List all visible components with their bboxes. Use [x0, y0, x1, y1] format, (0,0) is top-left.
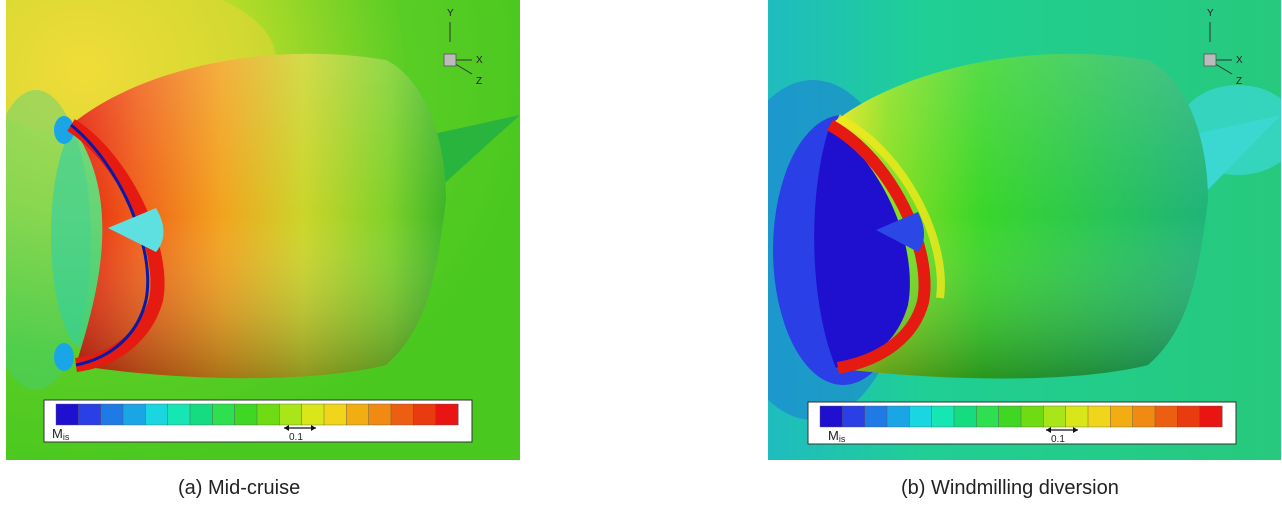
contour-plot-windmilling: Y X Z Mis 0.1: [768, 0, 1281, 460]
colorbar: Mis 0.1: [43, 399, 473, 443]
colorbar-cell: [1043, 405, 1067, 428]
colorbar-cell: [78, 403, 102, 426]
axes-triad: Y X Z: [443, 8, 483, 87]
scale-label: 0.1: [289, 432, 303, 443]
colorbar-cell: [976, 405, 1000, 428]
colorbar-label: Mis: [52, 426, 70, 442]
colorbar: Mis 0.1: [807, 401, 1237, 445]
axis-y-label: Y: [1207, 8, 1214, 19]
colorbar-cell: [346, 403, 370, 426]
panel-windmilling-diversion: Y X Z Mis 0.1: [768, 0, 1281, 460]
axis-z-label: Z: [476, 76, 482, 87]
colorbar-label: Mis: [828, 428, 846, 444]
caption-b: (b) Windmilling diversion: [901, 477, 1119, 499]
colorbar-cell: [301, 403, 325, 426]
axis-y-label: Y: [447, 8, 454, 19]
colorbar-cell: [886, 405, 910, 428]
contour-plot-mid-cruise: Y X Z Mis 0.1: [6, 0, 520, 460]
colorbar-cell: [1132, 405, 1156, 428]
axis-z-label: Z: [1236, 76, 1242, 87]
spinner: [876, 212, 924, 252]
colorbar-cell: [1087, 405, 1111, 428]
axis-x-label: X: [476, 55, 483, 66]
colorbar-cell: [145, 403, 169, 426]
scale-arrow: 0.1: [1046, 427, 1078, 445]
colorbar-cell: [413, 403, 437, 426]
colorbar-cell: [864, 405, 888, 428]
colorbar-cell: [189, 403, 213, 426]
lip-stagnation-bottom: [54, 343, 74, 371]
axis-x-label: X: [1236, 55, 1243, 66]
colorbar-cell: [931, 405, 955, 428]
axes-triad: Y X Z: [1203, 8, 1243, 87]
lip-stagnation-top: [54, 116, 74, 144]
colorbar-cells: [55, 403, 459, 426]
colorbar-cell: [390, 403, 414, 426]
colorbar-cell: [323, 403, 347, 426]
colorbar-cell: [55, 403, 79, 426]
scale-arrow: 0.1: [284, 425, 316, 443]
colorbar-cell: [1199, 405, 1223, 428]
colorbar-cell: [953, 405, 977, 428]
colorbar-cell: [1020, 405, 1044, 428]
colorbar-cell: [435, 403, 459, 426]
colorbar-cell: [998, 405, 1022, 428]
colorbar-cell: [212, 403, 236, 426]
colorbar-cell: [1154, 405, 1178, 428]
intake-lip: [67, 119, 165, 372]
spinner: [108, 208, 164, 252]
colorbar-cell: [1177, 405, 1201, 428]
colorbar-cell: [842, 405, 866, 428]
colorbar-cell: [368, 403, 392, 426]
colorbar-cell: [279, 403, 303, 426]
panel-mid-cruise: Y X Z Mis 0.1: [6, 0, 520, 460]
caption-a: (a) Mid-cruise: [178, 477, 301, 499]
colorbar-cell: [909, 405, 933, 428]
colorbar-cell: [234, 403, 258, 426]
colorbar-cells: [819, 405, 1223, 428]
intake-lip: [826, 119, 931, 374]
colorbar-cell: [100, 403, 124, 426]
colorbar-cell: [122, 403, 146, 426]
scale-label: 0.1: [1051, 434, 1065, 445]
colorbar-cell: [819, 405, 843, 428]
colorbar-cell: [167, 403, 191, 426]
colorbar-cell: [1065, 405, 1089, 428]
colorbar-cell: [1110, 405, 1134, 428]
colorbar-cell: [256, 403, 280, 426]
